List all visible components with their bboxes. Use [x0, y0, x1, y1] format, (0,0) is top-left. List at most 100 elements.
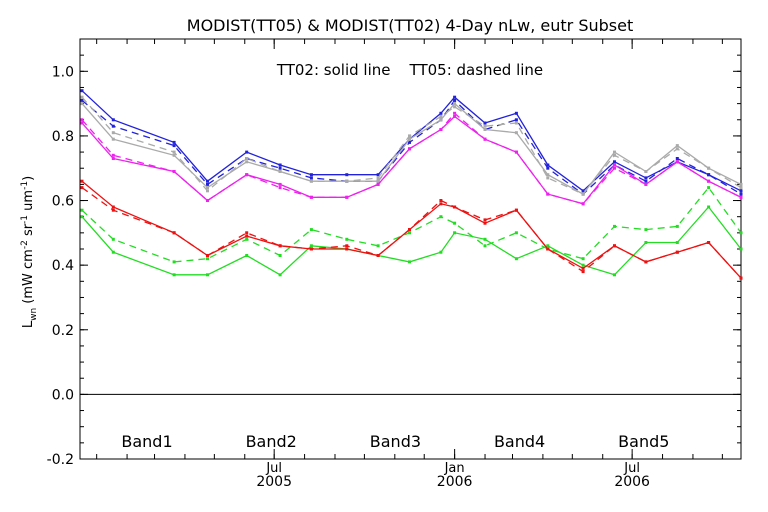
- axes-layer: 1.00.80.60.40.20.0-0.2Jul2005Jan2006Jul2…: [47, 38, 741, 490]
- series-point: [483, 124, 487, 128]
- chart-title: MODIST(TT05) & MODIST(TT02) 4-Day nLw, e…: [187, 16, 633, 35]
- series-point: [309, 244, 313, 248]
- series-point: [80, 95, 84, 99]
- x-tick-month: Jul: [265, 461, 282, 476]
- series-point: [245, 254, 249, 257]
- series-point: [739, 186, 743, 190]
- series-point: [172, 273, 176, 277]
- series-point: [546, 192, 550, 196]
- series-point: [514, 150, 518, 154]
- series-point: [675, 160, 679, 164]
- series-point: [739, 247, 743, 251]
- series-point: [172, 140, 176, 144]
- series-point: [514, 131, 518, 135]
- series-point: [439, 118, 443, 122]
- series-point: [514, 121, 518, 125]
- series-line: [81, 180, 742, 279]
- series-point: [514, 118, 518, 122]
- series-point: [111, 124, 115, 128]
- series-point: [644, 179, 648, 183]
- series-point: [739, 276, 743, 280]
- legend-layer: Band1 Band2 Band3 Band4 Band5: [121, 432, 669, 451]
- series-layer: [80, 89, 743, 280]
- series-point: [644, 241, 648, 244]
- series-point: [172, 150, 176, 154]
- series-point: [278, 170, 282, 173]
- series-point: [483, 137, 487, 141]
- series-point: [483, 128, 487, 131]
- series-point: [453, 102, 457, 106]
- series-point: [739, 231, 743, 235]
- series-point: [80, 215, 84, 219]
- y-axis-label-mid: sr: [21, 223, 36, 240]
- series-point: [439, 250, 443, 254]
- series-point: [707, 205, 711, 209]
- series-point: [172, 231, 176, 235]
- series-point: [309, 228, 313, 232]
- y-axis-label-sup2: -1: [20, 215, 30, 224]
- series-point: [707, 186, 711, 190]
- series-point: [111, 157, 115, 160]
- series-point: [707, 241, 711, 244]
- y-tick-label: 0.8: [52, 129, 74, 145]
- series-point: [581, 192, 585, 196]
- series-point: [546, 173, 550, 177]
- x-tick-year: 2006: [437, 474, 473, 490]
- series-point: [278, 254, 282, 257]
- plot-frame: [79, 38, 742, 460]
- y-axis-label-sup1: -2: [20, 240, 30, 249]
- series-point: [376, 176, 380, 180]
- series-point: [345, 173, 349, 177]
- series-point: [278, 244, 282, 248]
- series-point: [546, 247, 550, 251]
- series-point: [613, 163, 616, 167]
- series-point: [111, 118, 115, 122]
- series-point: [80, 179, 84, 183]
- series-point: [707, 173, 711, 177]
- series-point: [453, 105, 457, 109]
- series-point: [514, 231, 518, 235]
- series-point: [309, 176, 313, 180]
- series-point: [172, 170, 176, 173]
- y-axis-label-sub: wn: [29, 308, 39, 321]
- series-point: [581, 189, 585, 193]
- series-line: [81, 102, 742, 195]
- series-point: [581, 257, 585, 261]
- series-point: [613, 150, 616, 154]
- y-axis-label-units: (mW cm: [21, 249, 36, 308]
- series-point: [206, 257, 209, 261]
- series-point: [644, 170, 648, 173]
- series-point: [739, 192, 743, 196]
- series-point: [278, 166, 282, 170]
- series-point: [453, 115, 457, 118]
- series-point: [675, 144, 679, 148]
- series-point: [80, 102, 84, 106]
- series-point: [581, 202, 585, 206]
- series-point: [80, 121, 84, 125]
- y-tick-label: 0.6: [52, 194, 74, 210]
- series-point: [439, 115, 443, 118]
- series-point: [111, 250, 115, 254]
- y-tick-label: 0.0: [52, 387, 74, 403]
- series-point: [206, 199, 209, 202]
- series-point: [613, 273, 616, 277]
- series-point: [376, 182, 380, 186]
- series-point: [546, 244, 550, 248]
- series-point: [581, 263, 585, 267]
- series-point: [172, 260, 176, 264]
- series-point: [408, 140, 411, 144]
- series-point: [309, 247, 313, 251]
- series-point: [111, 137, 115, 141]
- series-point: [439, 128, 443, 131]
- series-point: [278, 182, 282, 186]
- series-point: [309, 179, 313, 183]
- series-point: [581, 270, 585, 274]
- series-point: [613, 244, 616, 248]
- series-point: [206, 186, 209, 190]
- series-point: [439, 199, 443, 202]
- series-point: [675, 250, 679, 254]
- series-point: [278, 273, 282, 277]
- series-point: [514, 208, 518, 212]
- series-point: [514, 257, 518, 261]
